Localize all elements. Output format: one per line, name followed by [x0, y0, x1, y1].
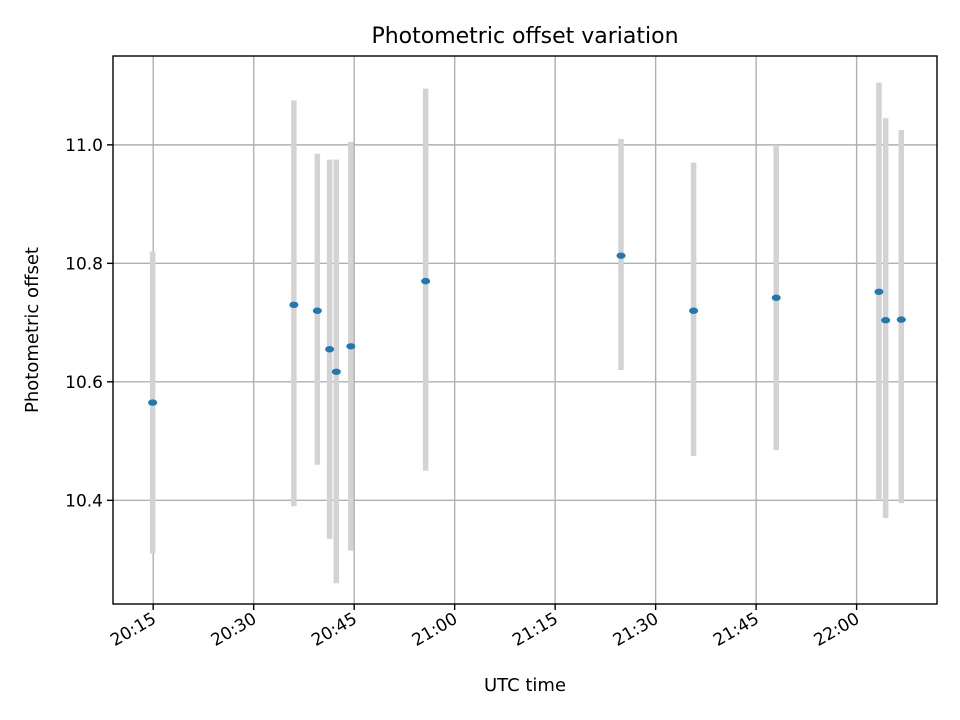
- data-point: [312, 307, 322, 314]
- x-tick-label: 20:30: [208, 609, 260, 651]
- data-point: [289, 301, 299, 309]
- x-tick-label: 21:30: [610, 609, 662, 651]
- tick-layer: 20:15 20:30 20:45 21:00 21:15 21:30 21:45 22:00…: [65, 136, 863, 651]
- y-tick-label: 10.6: [65, 373, 103, 393]
- y-tick-label: 10.4: [65, 491, 103, 511]
- data-point: [874, 288, 884, 295]
- chart-title: Photometric offset variation: [371, 24, 678, 49]
- x-tick-label: 22:00: [811, 609, 863, 651]
- y-axis-label: Photometric offset: [22, 247, 43, 413]
- x-tick-label: 21:15: [509, 609, 561, 651]
- data-point: [346, 343, 356, 350]
- x-tick-label: 20:45: [308, 609, 360, 651]
- point-layer: [148, 252, 906, 406]
- plot-frame: [112, 55, 938, 605]
- data-point: [881, 317, 891, 324]
- grid-layer: [113, 56, 937, 604]
- data-point: [325, 346, 335, 353]
- data-point: [331, 368, 341, 375]
- y-tick-label: 10.8: [65, 254, 103, 274]
- data-point: [148, 399, 158, 406]
- data-point: [689, 307, 699, 314]
- data-point: [896, 316, 906, 323]
- data-point: [421, 277, 431, 285]
- y-tick-label: 11.0: [65, 136, 103, 156]
- data-point: [616, 252, 626, 259]
- data-point: [771, 294, 781, 301]
- x-tick-label: 21:00: [409, 609, 461, 651]
- error-bar-layer: [149, 82, 905, 584]
- x-tick-label: 21:45: [710, 609, 762, 651]
- x-tick-label: 20:15: [107, 609, 159, 651]
- x-axis-label: UTC time: [484, 675, 566, 696]
